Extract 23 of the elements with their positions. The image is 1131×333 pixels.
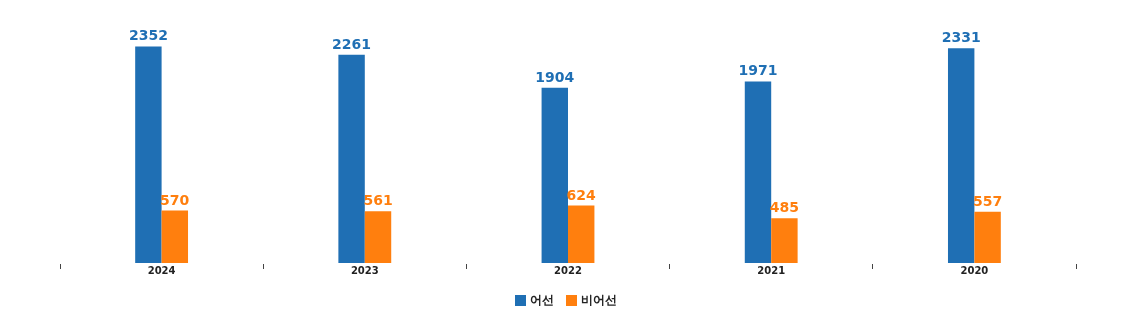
bar: [161, 210, 189, 263]
legend-label: 비어선: [580, 292, 617, 309]
bar: [771, 218, 798, 263]
bar: [744, 81, 772, 263]
x-tick-label: 2023: [350, 265, 379, 276]
x-tick-label: 2021: [757, 265, 786, 276]
data-label: 2331: [941, 29, 981, 46]
data-label: 557: [972, 192, 1003, 209]
bar: [364, 211, 392, 263]
data-label: 1971: [738, 62, 778, 79]
bar: [135, 46, 162, 263]
bar: [947, 48, 975, 263]
x-tick-label: 2020: [960, 265, 989, 276]
legend-label: 어선: [529, 292, 554, 309]
data-label: 2352: [128, 27, 168, 44]
bar: [541, 87, 568, 263]
bar: [974, 211, 1001, 263]
data-label: 2261: [332, 35, 372, 52]
bar: [568, 205, 595, 263]
x-tick-label: 2024: [147, 265, 176, 276]
x-tick-label: 2022: [554, 265, 582, 276]
data-label: 1904: [535, 68, 575, 85]
bar: [338, 54, 365, 263]
